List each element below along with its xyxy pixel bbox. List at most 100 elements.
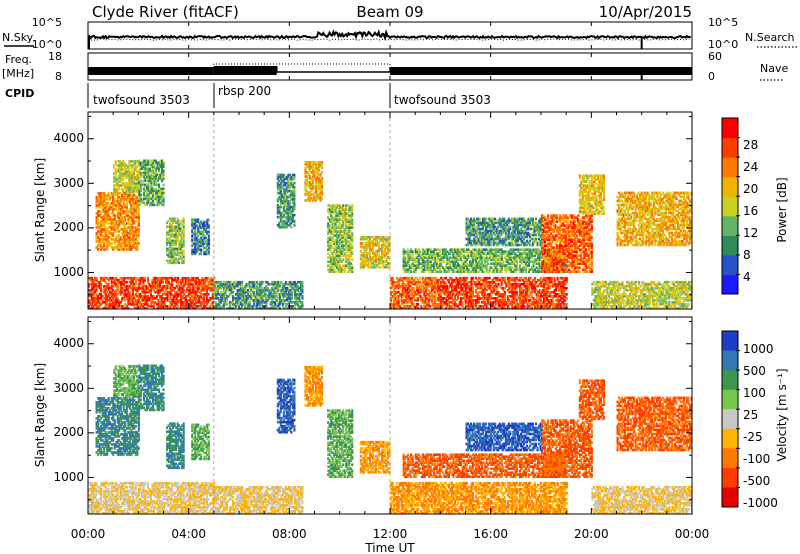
power-cell bbox=[142, 179, 145, 183]
power-cell bbox=[122, 182, 125, 185]
power-cell bbox=[138, 169, 141, 173]
power-cell bbox=[107, 305, 110, 308]
power-cell bbox=[287, 219, 290, 223]
power-cell bbox=[469, 284, 472, 288]
power-cell bbox=[312, 179, 315, 182]
power-cell bbox=[162, 169, 165, 173]
power-cell bbox=[110, 293, 113, 296]
power-cell bbox=[137, 220, 140, 223]
power-cell bbox=[496, 301, 499, 304]
power-cell bbox=[221, 297, 224, 300]
power-cell bbox=[387, 249, 390, 253]
power-cell bbox=[126, 188, 129, 191]
power-cell bbox=[342, 214, 345, 217]
power-cell bbox=[100, 232, 103, 235]
power-cell bbox=[512, 284, 515, 288]
power-cell bbox=[182, 221, 185, 224]
power-cell bbox=[420, 305, 423, 308]
freq-label-line2: [MHz] bbox=[2, 67, 34, 80]
power-cell bbox=[159, 177, 162, 181]
power-cell bbox=[305, 183, 308, 186]
power-cell bbox=[106, 210, 109, 213]
power-cell bbox=[385, 239, 388, 243]
power-cell bbox=[293, 187, 296, 191]
power-cell bbox=[262, 299, 265, 302]
power-cell bbox=[433, 301, 436, 304]
power-cell bbox=[418, 290, 421, 294]
power-cell bbox=[109, 276, 112, 280]
power-cell bbox=[290, 191, 293, 195]
power-cell bbox=[156, 203, 159, 207]
power-cell bbox=[178, 290, 181, 294]
power-cell bbox=[349, 254, 352, 257]
power-cell bbox=[100, 282, 103, 286]
power-cell bbox=[175, 227, 178, 230]
power-cell bbox=[284, 219, 287, 223]
power-cell bbox=[104, 286, 107, 290]
power-cell bbox=[364, 254, 367, 257]
power-cell bbox=[125, 206, 128, 209]
power-cell bbox=[256, 307, 259, 309]
power-cell bbox=[165, 293, 168, 296]
power-cell bbox=[151, 177, 154, 181]
power-cell bbox=[124, 242, 127, 245]
power-cell bbox=[452, 299, 455, 302]
power-cell bbox=[391, 297, 394, 300]
power-cell bbox=[144, 183, 147, 187]
power-cell bbox=[291, 199, 294, 203]
power-cell bbox=[156, 193, 159, 197]
power-cell bbox=[515, 303, 518, 306]
power-cell bbox=[186, 301, 189, 304]
power-cell bbox=[244, 288, 247, 292]
power-cell bbox=[160, 280, 163, 284]
power-cell bbox=[484, 280, 487, 284]
power-cell bbox=[130, 276, 133, 280]
power-cell bbox=[263, 301, 266, 304]
power-cell bbox=[131, 299, 134, 302]
power-cell bbox=[244, 297, 247, 300]
power-cell bbox=[405, 295, 408, 298]
power-cell bbox=[106, 248, 109, 251]
power-cell bbox=[147, 167, 150, 171]
power-cell bbox=[299, 288, 302, 292]
power-cell bbox=[92, 305, 95, 308]
power-cell bbox=[482, 280, 485, 284]
power-cell bbox=[316, 187, 319, 190]
power-cell bbox=[204, 230, 207, 234]
power-cell bbox=[336, 240, 339, 243]
power-cell bbox=[439, 303, 442, 306]
power-cell bbox=[409, 284, 412, 288]
power-cell bbox=[388, 249, 391, 253]
power-cell bbox=[115, 236, 118, 239]
power-cell bbox=[103, 214, 106, 217]
power-cell bbox=[173, 253, 176, 257]
power-cell bbox=[443, 301, 446, 304]
power-cell bbox=[385, 252, 388, 255]
power-cell bbox=[455, 286, 458, 290]
power-cell bbox=[500, 299, 503, 302]
power-cell bbox=[430, 276, 433, 280]
power-cell bbox=[145, 185, 148, 189]
power-cell bbox=[122, 220, 125, 223]
power-cell bbox=[125, 230, 128, 233]
power-cell bbox=[321, 171, 324, 174]
power-cell bbox=[106, 295, 109, 298]
power-cell bbox=[193, 297, 196, 300]
power-cell bbox=[290, 209, 293, 213]
power-cell bbox=[129, 188, 132, 191]
power-cell bbox=[415, 284, 418, 288]
power-cell bbox=[281, 299, 284, 302]
power-cell bbox=[475, 276, 478, 280]
power-cell bbox=[136, 303, 139, 306]
power-cell bbox=[380, 245, 383, 249]
power-cell bbox=[97, 192, 100, 195]
power-cell bbox=[157, 307, 160, 309]
power-cell bbox=[380, 237, 383, 241]
power-cell bbox=[334, 212, 337, 215]
power-cell bbox=[107, 198, 110, 201]
power-cell bbox=[121, 206, 124, 209]
power-cell bbox=[133, 276, 136, 280]
power-cell bbox=[430, 301, 433, 304]
power-cell bbox=[115, 246, 118, 249]
power-cell bbox=[122, 238, 125, 241]
